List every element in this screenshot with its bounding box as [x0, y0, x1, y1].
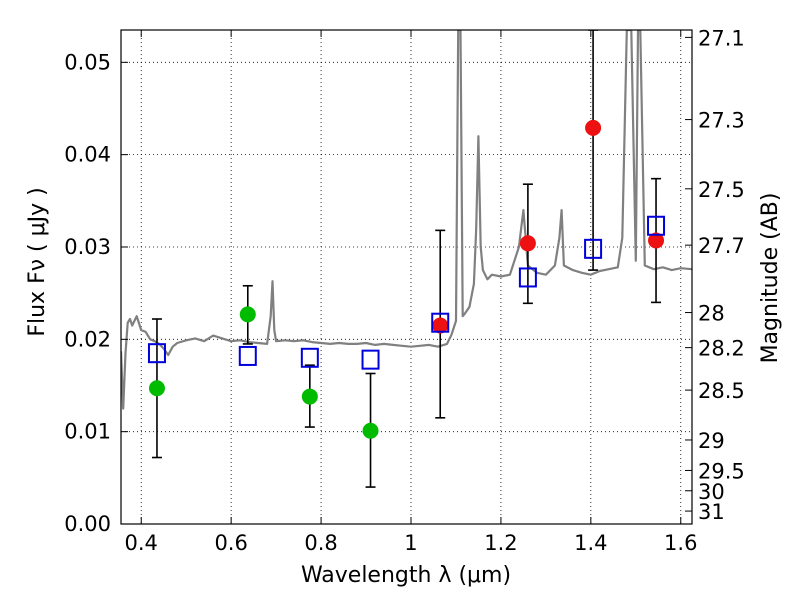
y-tick-label: 0.03	[64, 235, 111, 259]
right-tick-label: 27.7	[698, 234, 745, 258]
y-tick-label: 0.00	[64, 512, 111, 536]
x-tick-label: 1	[404, 531, 417, 555]
model-square	[300, 347, 319, 368]
right-tick-label: 29.5	[698, 459, 745, 483]
x-tick-label: 0.8	[304, 531, 337, 555]
data-point	[585, 119, 602, 136]
model-square	[647, 215, 666, 236]
x-tick-label: 1.2	[484, 531, 517, 555]
data-point	[301, 388, 318, 405]
plot-frame	[120, 29, 693, 525]
x-tick-label: 1.4	[574, 531, 607, 555]
right-tick-label: 27.5	[698, 178, 745, 202]
data-point	[519, 235, 536, 252]
model-square	[147, 343, 166, 364]
right-tick-label: 28.5	[698, 379, 745, 403]
data-point	[239, 306, 256, 323]
y-tick-label: 0.01	[64, 420, 111, 444]
model-square	[584, 238, 603, 259]
right-tick-label: 27.1	[698, 26, 745, 50]
right-tick-label: 28.2	[698, 337, 745, 361]
x-tick-label: 0.4	[125, 531, 158, 555]
axes: 0.4 0.6 0.8 1 1.2 1.4 1.6 0.00 0.01 0.02 0.03 0.04 0…	[64, 26, 745, 555]
right-tick-label: 31	[698, 500, 725, 524]
spectrum-line	[121, 30, 692, 410]
model-square	[361, 349, 380, 370]
data-point	[648, 232, 665, 249]
data-point	[148, 380, 165, 397]
y-axis-label: Flux Fν ( μJy )	[25, 187, 50, 336]
model-square	[431, 312, 450, 333]
right-tick-label: 28	[698, 302, 725, 326]
y-axis-right-label: Magnitude (AB)	[758, 193, 783, 364]
data-point	[362, 422, 379, 439]
y-tick-label: 0.02	[64, 327, 111, 351]
data-markers	[147, 119, 666, 439]
plot-background	[121, 30, 692, 524]
model-square	[518, 267, 537, 288]
y-tick-label: 0.04	[64, 143, 111, 167]
right-tick-label: 30	[698, 480, 725, 504]
x-axis-label: Wavelength λ (μm)	[301, 563, 511, 588]
right-tick-label: 29	[698, 429, 725, 453]
y-tick-label: 0.05	[64, 50, 111, 74]
x-tick-label: 0.6	[214, 531, 247, 555]
spectrum-layer	[121, 30, 692, 410]
model-square	[238, 345, 257, 366]
x-tick-label: 1.6	[664, 531, 697, 555]
right-tick-label: 27.3	[698, 109, 745, 133]
